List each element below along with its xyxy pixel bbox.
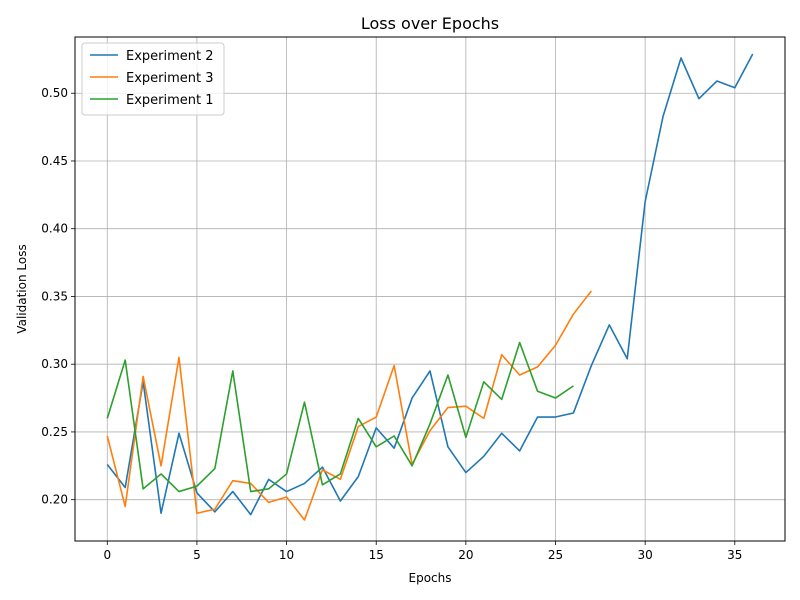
legend-box bbox=[81, 42, 225, 116]
x-tick-label: 25 bbox=[548, 548, 563, 562]
y-axis: 0.20 0.25 0.30 0.35 0.40 0.45 0.50 bbox=[41, 86, 75, 507]
x-tick-label: 30 bbox=[638, 548, 653, 562]
x-tick-label: 10 bbox=[279, 548, 294, 562]
legend: Experiment 2 Experiment 3 Experiment 1 bbox=[81, 42, 225, 116]
y-tick-label: 0.45 bbox=[41, 154, 68, 168]
x-tick-label: 5 bbox=[193, 548, 201, 562]
series-line-3 bbox=[106, 341, 574, 493]
legend-label-1: Experiment 2 bbox=[126, 49, 214, 64]
x-tick-label: 0 bbox=[103, 548, 111, 562]
series-line-2 bbox=[106, 290, 592, 521]
series-line-1 bbox=[106, 53, 754, 516]
y-tick-label: 0.20 bbox=[41, 493, 68, 507]
x-tick-label: 35 bbox=[727, 548, 742, 562]
x-tick-label: 15 bbox=[369, 548, 384, 562]
y-tick-label: 0.35 bbox=[41, 289, 68, 303]
y-tick-label: 0.25 bbox=[41, 425, 68, 439]
series-lines bbox=[106, 53, 754, 521]
chart-title: Loss over Epochs bbox=[361, 14, 499, 33]
y-tick-label: 0.30 bbox=[41, 357, 68, 371]
x-tick-label: 20 bbox=[458, 548, 473, 562]
x-axis-title: Epochs bbox=[409, 571, 452, 585]
plot-frame bbox=[74, 36, 786, 542]
y-axis-title: Validation Loss bbox=[15, 244, 29, 333]
legend-label-3: Experiment 1 bbox=[126, 93, 214, 108]
y-tick-label: 0.40 bbox=[41, 222, 68, 236]
y-tick-label: 0.50 bbox=[41, 86, 68, 100]
x-axis: 0 5 10 15 20 25 30 35 bbox=[103, 541, 742, 562]
legend-label-2: Experiment 3 bbox=[126, 71, 214, 86]
